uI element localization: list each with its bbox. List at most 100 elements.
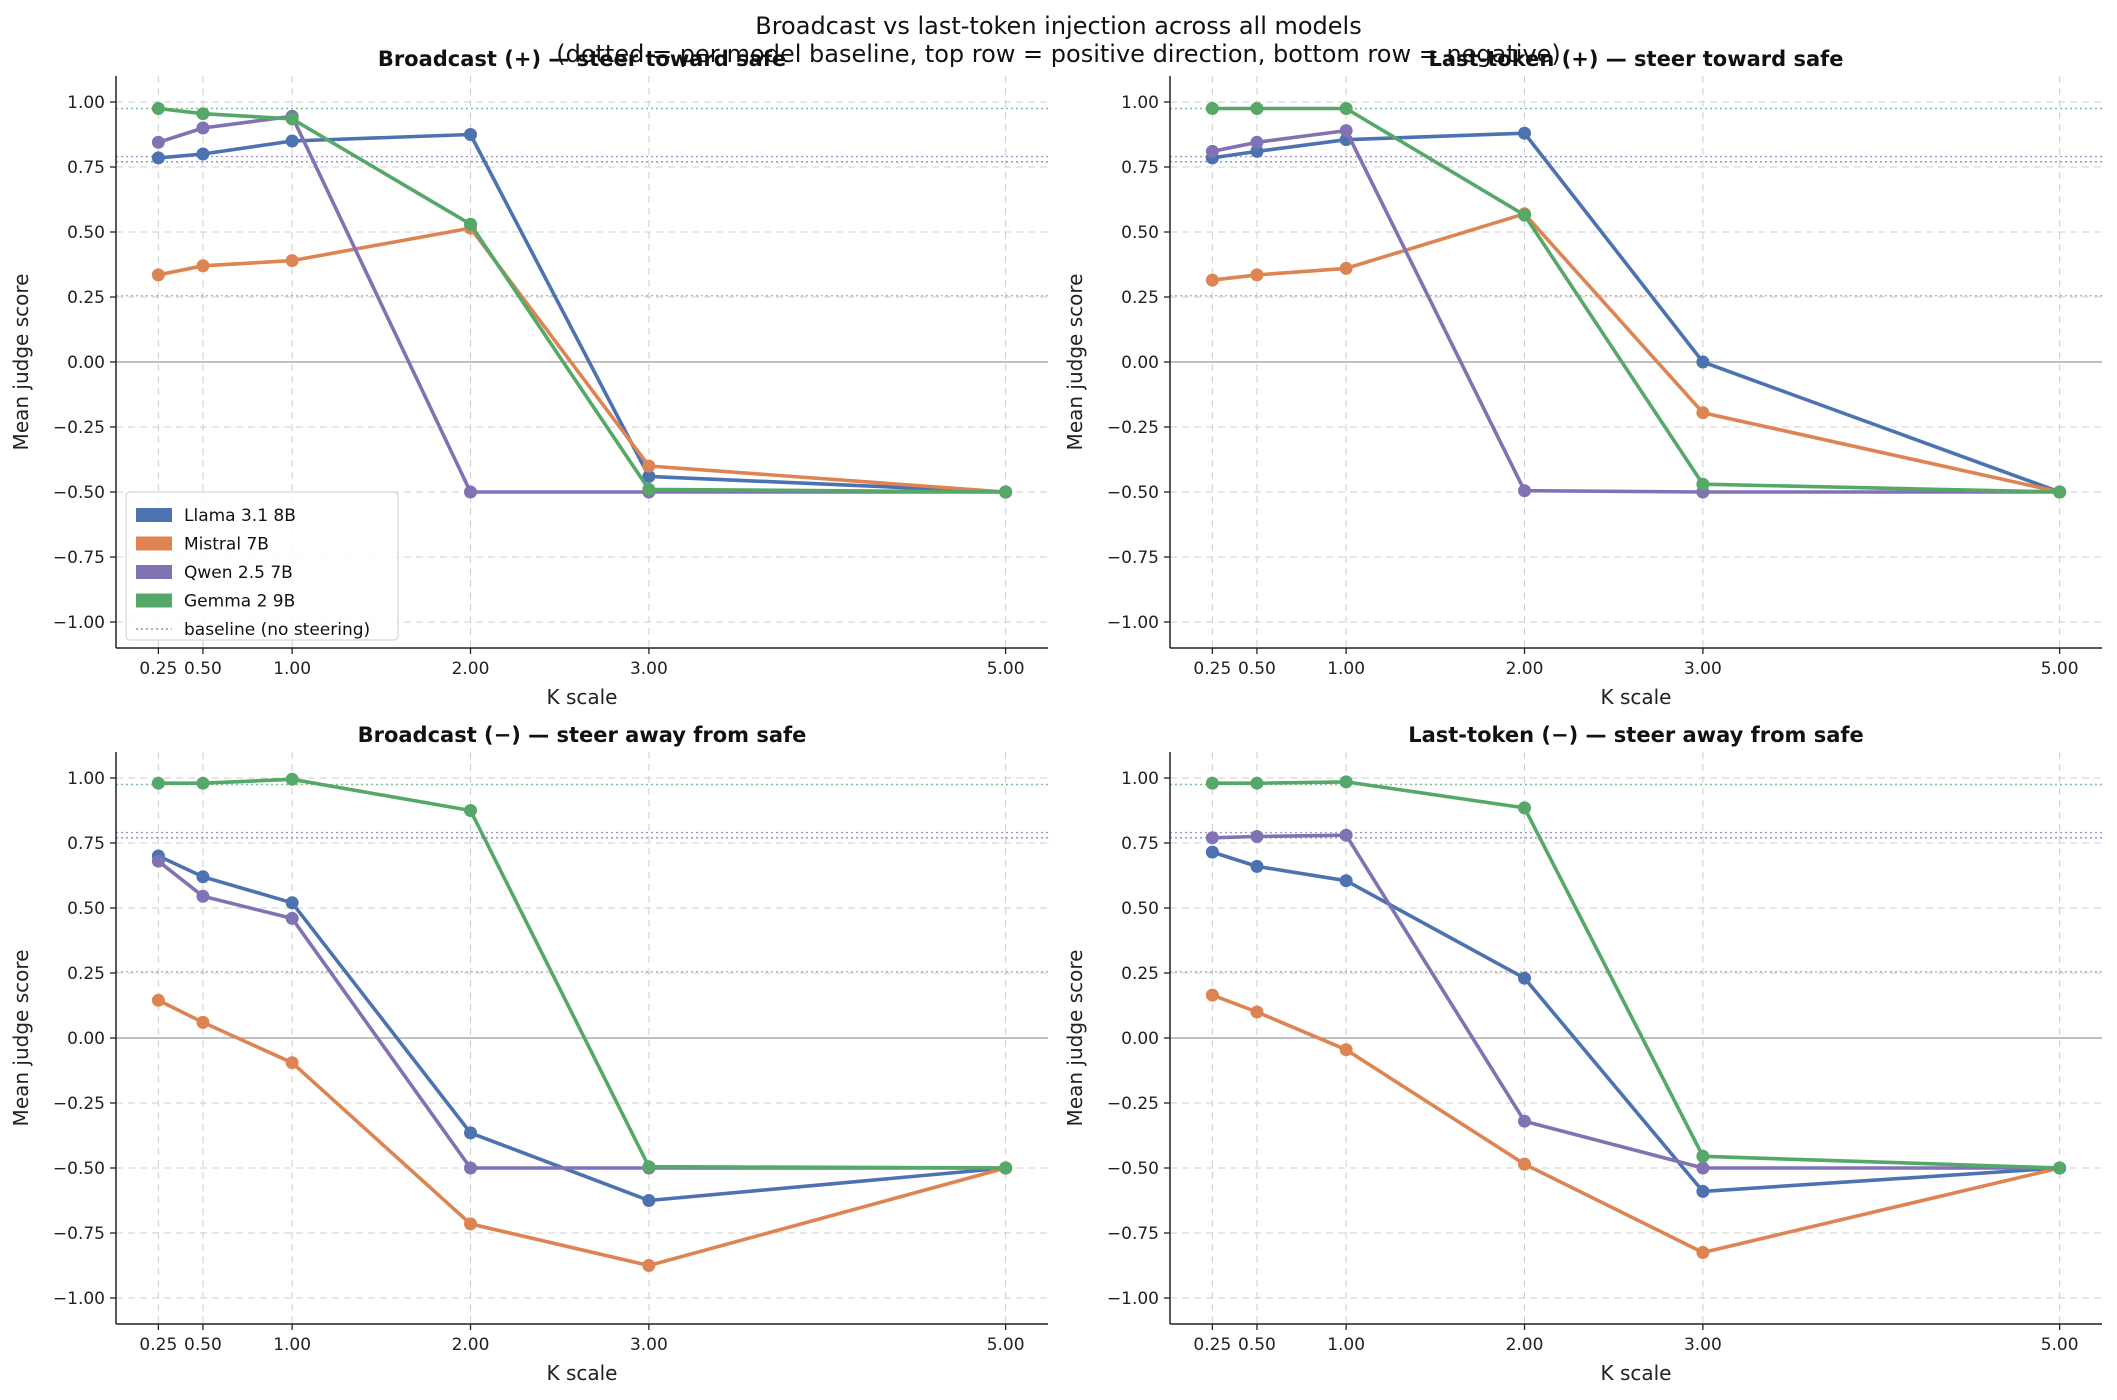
data-point-llama-3-1-8b [151, 151, 165, 165]
data-point-gemma-2-9b [1696, 477, 1710, 491]
series-line-gemma-2-9b [158, 106, 1006, 494]
y-tick-label: 0.00 [1121, 1029, 1159, 1049]
chart-panel-2: Last-token (+) — steer toward safe 1.00 0.… [1063, 47, 2102, 709]
data-point-qwen-2-5-7b [1339, 828, 1353, 842]
data-point-qwen-2-5-7b [1696, 1161, 1710, 1175]
data-point-gemma-2-9b [151, 776, 165, 790]
series-line-mistral-7b [1212, 212, 2060, 494]
x-tick-label: 5.00 [987, 659, 1025, 679]
y-tick-label: 0.25 [67, 964, 105, 984]
data-point-llama-3-1-8b [1339, 874, 1353, 888]
data-point-gemma-2-9b [2053, 1161, 2067, 1175]
data-point-qwen-2-5-7b [285, 911, 299, 925]
series-line-llama-3-1-8b [1211, 850, 2060, 1194]
y-tick-label: 1.00 [1121, 93, 1159, 113]
data-point-qwen-2-5-7b [464, 1161, 478, 1175]
data-point-qwen-2-5-7b [1205, 831, 1219, 845]
x-axis-label: K scale [1600, 1361, 1671, 1385]
y-tick-label: 1.00 [67, 769, 105, 789]
x-tick-label: 0.25 [1193, 659, 1231, 679]
y-tick-label: −1.00 [1107, 1289, 1159, 1309]
data-point-mistral-7b [1696, 406, 1710, 420]
data-point-mistral-7b [196, 259, 210, 273]
data-point-gemma-2-9b [1518, 208, 1532, 222]
y-tick-label: 0.75 [67, 834, 105, 854]
series-line-llama-3-1-8b [157, 854, 1006, 1203]
legend-label: baseline (no steering) [184, 620, 370, 640]
series-line-llama-3-1-8b [1212, 131, 2061, 494]
y-tick-label: 0.00 [67, 1029, 105, 1049]
x-tick-label: 2.00 [1506, 1335, 1544, 1355]
x-tick-label: 5.00 [987, 1335, 1025, 1355]
y-tick-label: −0.25 [53, 418, 105, 438]
data-point-qwen-2-5-7b [1339, 124, 1353, 138]
y-tick-label: −1.00 [53, 1289, 105, 1309]
x-tick-label: 0.50 [1238, 1335, 1276, 1355]
data-point-qwen-2-5-7b [1518, 1114, 1532, 1128]
legend-label: Gemma 2 9B [184, 592, 295, 612]
series-line-qwen-2-5-7b [157, 859, 1006, 1170]
y-axis-label: Mean judge score [9, 950, 33, 1127]
x-tick-label: 0.25 [139, 1335, 177, 1355]
data-point-gemma-2-9b [151, 102, 165, 115]
data-point-llama-3-1-8b [1696, 355, 1710, 369]
y-axis-label: Mean judge score [1063, 274, 1087, 451]
x-axis-label: K scale [546, 1361, 617, 1385]
legend-swatch [136, 593, 172, 608]
chart-panel-1: Broadcast (+) — steer toward safe 1.00 0.7… [9, 47, 1048, 709]
y-tick-label: −1.00 [1107, 613, 1159, 633]
data-point-gemma-2-9b [1205, 776, 1219, 790]
y-axis-label: Mean judge score [1063, 950, 1087, 1127]
panel-title: Broadcast (+) — steer toward safe [378, 47, 786, 71]
data-point-mistral-7b [1339, 261, 1353, 275]
data-point-gemma-2-9b [1339, 102, 1353, 115]
legend-swatch [136, 508, 172, 522]
data-point-mistral-7b [1205, 273, 1219, 287]
x-tick-label: 2.00 [452, 1335, 490, 1355]
legend-swatch [136, 536, 172, 551]
data-point-qwen-2-5-7b [1250, 135, 1264, 149]
panel-title: Last-token (−) — steer away from safe [1408, 723, 1864, 747]
y-tick-label: −0.75 [1107, 1224, 1159, 1244]
x-tick-label: 0.50 [1238, 659, 1276, 679]
data-point-mistral-7b [285, 254, 299, 268]
data-point-llama-3-1-8b [642, 1194, 656, 1207]
data-point-gemma-2-9b [999, 485, 1013, 499]
y-tick-label: −0.50 [53, 483, 105, 503]
legend-swatch [136, 565, 172, 579]
y-tick-label: 0.50 [1121, 223, 1159, 243]
chart-panel-3: Broadcast (−) — steer away from safe 1.00… [9, 723, 1048, 1385]
y-tick-label: 1.00 [67, 93, 105, 113]
data-point-qwen-2-5-7b [1250, 830, 1264, 843]
data-point-gemma-2-9b [196, 107, 210, 121]
data-point-gemma-2-9b [285, 112, 299, 126]
series-line-mistral-7b [158, 226, 1006, 494]
data-point-mistral-7b [1250, 1005, 1264, 1019]
data-point-mistral-7b [642, 1259, 656, 1272]
data-point-mistral-7b [1696, 1246, 1710, 1259]
series-line-gemma-2-9b [1212, 106, 2060, 494]
legend-box [125, 491, 399, 641]
x-tick-label: 5.00 [2041, 659, 2079, 679]
series-line-qwen-2-5-7b [1212, 128, 2060, 494]
x-tick-label: 3.00 [1684, 659, 1722, 679]
y-tick-label: 0.50 [1121, 899, 1159, 919]
data-point-gemma-2-9b [464, 217, 478, 231]
data-point-gemma-2-9b [642, 1160, 656, 1174]
x-tick-label: 1.00 [273, 1335, 311, 1355]
data-point-qwen-2-5-7b [196, 121, 210, 135]
data-point-qwen-2-5-7b [151, 135, 165, 149]
data-point-mistral-7b [464, 1217, 478, 1231]
series-line-mistral-7b [157, 998, 1007, 1268]
data-point-gemma-2-9b [1250, 776, 1264, 790]
y-axis-label: Mean judge score [9, 274, 33, 451]
y-tick-label: 0.75 [1121, 158, 1159, 178]
data-point-llama-3-1-8b [464, 1126, 478, 1140]
chart-panel-4: Last-token (−) — steer away from safe 1.0… [1063, 723, 2102, 1385]
data-point-gemma-2-9b [1205, 102, 1219, 115]
data-point-gemma-2-9b [1696, 1149, 1710, 1163]
y-tick-label: −0.75 [1107, 548, 1159, 568]
data-point-qwen-2-5-7b [196, 889, 210, 903]
data-point-mistral-7b [196, 1015, 210, 1029]
